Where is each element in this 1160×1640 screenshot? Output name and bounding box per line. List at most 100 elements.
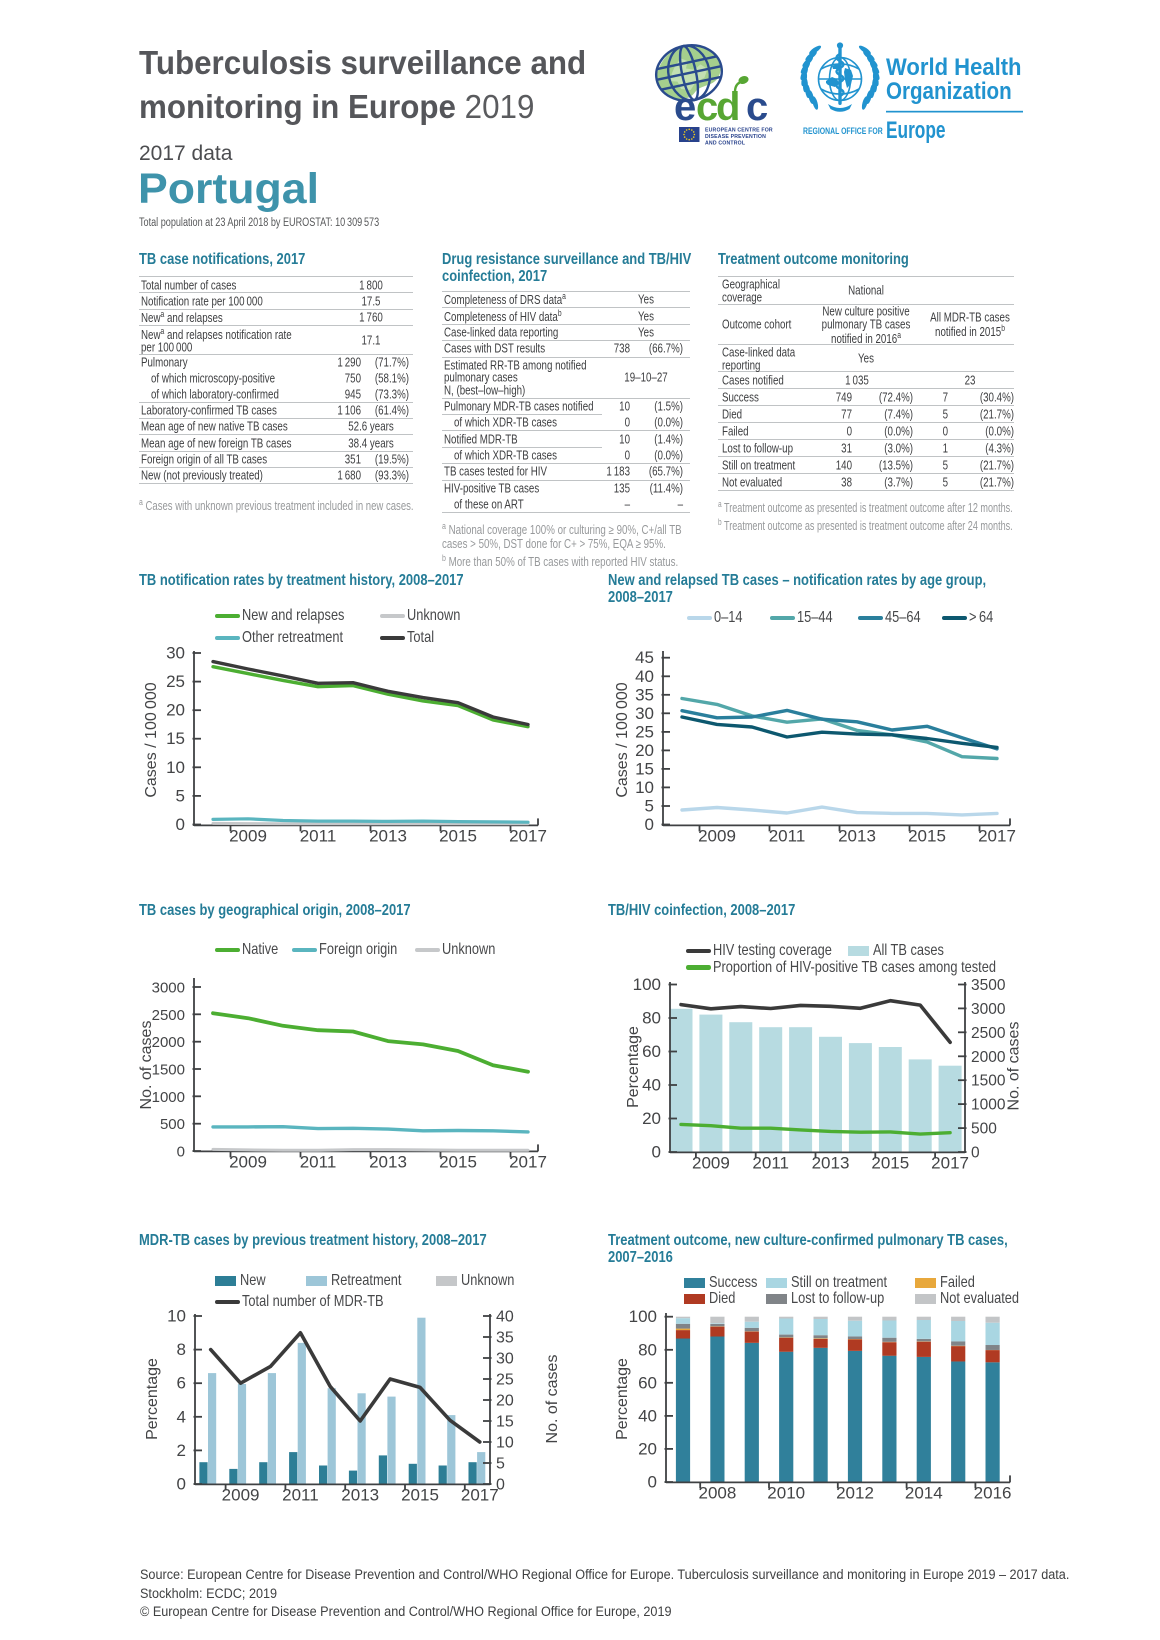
svg-text:40: 40: [642, 1076, 661, 1095]
svg-text:0: 0: [648, 1473, 657, 1492]
svg-text:0: 0: [177, 1144, 185, 1161]
svg-text:2011: 2011: [282, 1486, 319, 1505]
svg-text:3000: 3000: [152, 980, 185, 997]
svg-text:30: 30: [635, 704, 654, 723]
svg-text:2017: 2017: [509, 827, 547, 846]
svg-text:2016: 2016: [974, 1484, 1012, 1503]
svg-text:60: 60: [642, 1042, 661, 1061]
svg-text:c: c: [696, 85, 718, 129]
svg-text:30: 30: [496, 1351, 514, 1368]
svg-text:2011: 2011: [769, 827, 806, 846]
svg-text:10: 10: [496, 1435, 514, 1452]
svg-text:4: 4: [177, 1407, 186, 1426]
svg-text:2011: 2011: [300, 1153, 337, 1172]
svg-text:0: 0: [652, 1143, 661, 1162]
svg-text:2015: 2015: [871, 1154, 909, 1173]
svg-text:15: 15: [635, 759, 654, 778]
svg-text:5: 5: [496, 1456, 505, 1473]
svg-text:No. of cases: No. of cases: [1006, 1022, 1023, 1111]
svg-text:REGIONAL OFFICE FOR: REGIONAL OFFICE FOR: [803, 126, 883, 136]
svg-text:Percentage: Percentage: [144, 1358, 161, 1440]
svg-text:500: 500: [160, 1116, 185, 1133]
svg-text:6: 6: [177, 1374, 186, 1393]
svg-text:40: 40: [638, 1406, 657, 1425]
svg-text:40: 40: [635, 667, 654, 686]
svg-text:2012: 2012: [836, 1484, 874, 1503]
svg-text:5: 5: [645, 797, 654, 816]
svg-text:8: 8: [177, 1340, 186, 1359]
svg-text:Europe: Europe: [886, 117, 946, 143]
svg-text:3500: 3500: [971, 977, 1006, 994]
svg-text:40: 40: [496, 1309, 514, 1326]
svg-text:60: 60: [638, 1373, 657, 1392]
svg-text:2015: 2015: [439, 827, 477, 846]
svg-text:AND CONTROL: AND CONTROL: [705, 140, 746, 146]
svg-text:10: 10: [166, 758, 185, 777]
svg-text:1500: 1500: [152, 1062, 185, 1079]
svg-text:2: 2: [177, 1441, 186, 1460]
svg-text:e: e: [674, 85, 695, 129]
svg-text:80: 80: [642, 1009, 661, 1028]
svg-text:5: 5: [176, 786, 185, 805]
svg-text:35: 35: [496, 1330, 514, 1347]
svg-text:2010: 2010: [767, 1484, 805, 1503]
svg-text:20: 20: [635, 741, 654, 760]
svg-text:35: 35: [635, 685, 654, 704]
svg-text:2013: 2013: [812, 1154, 850, 1173]
svg-text:DISEASE PREVENTION: DISEASE PREVENTION: [705, 134, 766, 140]
svg-text:500: 500: [971, 1121, 997, 1138]
svg-text:2009: 2009: [229, 827, 267, 846]
svg-text:No. of cases: No. of cases: [544, 1355, 561, 1444]
svg-text:World Health: World Health: [886, 53, 1022, 80]
svg-text:0: 0: [176, 815, 185, 834]
svg-text:2017: 2017: [931, 1154, 969, 1173]
svg-text:15: 15: [166, 729, 185, 748]
svg-text:2013: 2013: [341, 1486, 379, 1505]
svg-text:20: 20: [496, 1393, 514, 1410]
svg-text:0: 0: [177, 1475, 186, 1494]
svg-text:10: 10: [167, 1307, 186, 1326]
svg-text:80: 80: [638, 1340, 657, 1359]
svg-text:25: 25: [635, 722, 654, 741]
svg-text:2009: 2009: [692, 1154, 730, 1173]
svg-text:d: d: [716, 85, 739, 129]
svg-text:100: 100: [633, 975, 661, 994]
svg-text:2000: 2000: [971, 1049, 1006, 1066]
svg-text:Cases / 100 000: Cases / 100 000: [143, 682, 160, 797]
svg-text:2017: 2017: [509, 1153, 547, 1172]
svg-text:3000: 3000: [971, 1001, 1006, 1018]
svg-text:1000: 1000: [971, 1097, 1006, 1114]
svg-text:2008: 2008: [698, 1484, 736, 1503]
svg-text:2013: 2013: [369, 1153, 407, 1172]
svg-text:20: 20: [166, 701, 185, 720]
svg-text:Cases / 100 000: Cases / 100 000: [614, 682, 631, 797]
svg-text:2017: 2017: [978, 827, 1016, 846]
svg-text:2015: 2015: [401, 1486, 439, 1505]
svg-text:2015: 2015: [439, 1153, 477, 1172]
svg-text:2009: 2009: [222, 1486, 260, 1505]
svg-text:Percentage: Percentage: [614, 1358, 631, 1440]
svg-text:0: 0: [496, 1477, 505, 1494]
svg-text:EUROPEAN CENTRE FOR: EUROPEAN CENTRE FOR: [705, 127, 773, 133]
svg-text:c: c: [746, 85, 768, 129]
svg-text:15: 15: [496, 1414, 514, 1431]
svg-text:2017: 2017: [461, 1486, 499, 1505]
svg-text:2014: 2014: [905, 1484, 943, 1503]
svg-text:2011: 2011: [300, 827, 337, 846]
svg-text:100: 100: [629, 1307, 657, 1326]
svg-text:Organization: Organization: [886, 77, 1012, 104]
svg-text:1500: 1500: [971, 1073, 1006, 1090]
svg-text:25: 25: [496, 1372, 514, 1389]
svg-text:2500: 2500: [152, 1007, 185, 1024]
svg-text:2013: 2013: [838, 827, 876, 846]
svg-text:20: 20: [642, 1109, 661, 1128]
svg-text:30: 30: [166, 644, 185, 663]
svg-text:0: 0: [645, 815, 654, 834]
svg-text:No. of cases: No. of cases: [138, 1021, 155, 1110]
svg-text:1000: 1000: [152, 1089, 185, 1106]
svg-text:2011: 2011: [752, 1154, 789, 1173]
svg-text:45: 45: [635, 648, 654, 667]
svg-text:25: 25: [166, 672, 185, 691]
svg-text:Percentage: Percentage: [625, 1026, 642, 1108]
svg-text:2000: 2000: [152, 1034, 185, 1051]
